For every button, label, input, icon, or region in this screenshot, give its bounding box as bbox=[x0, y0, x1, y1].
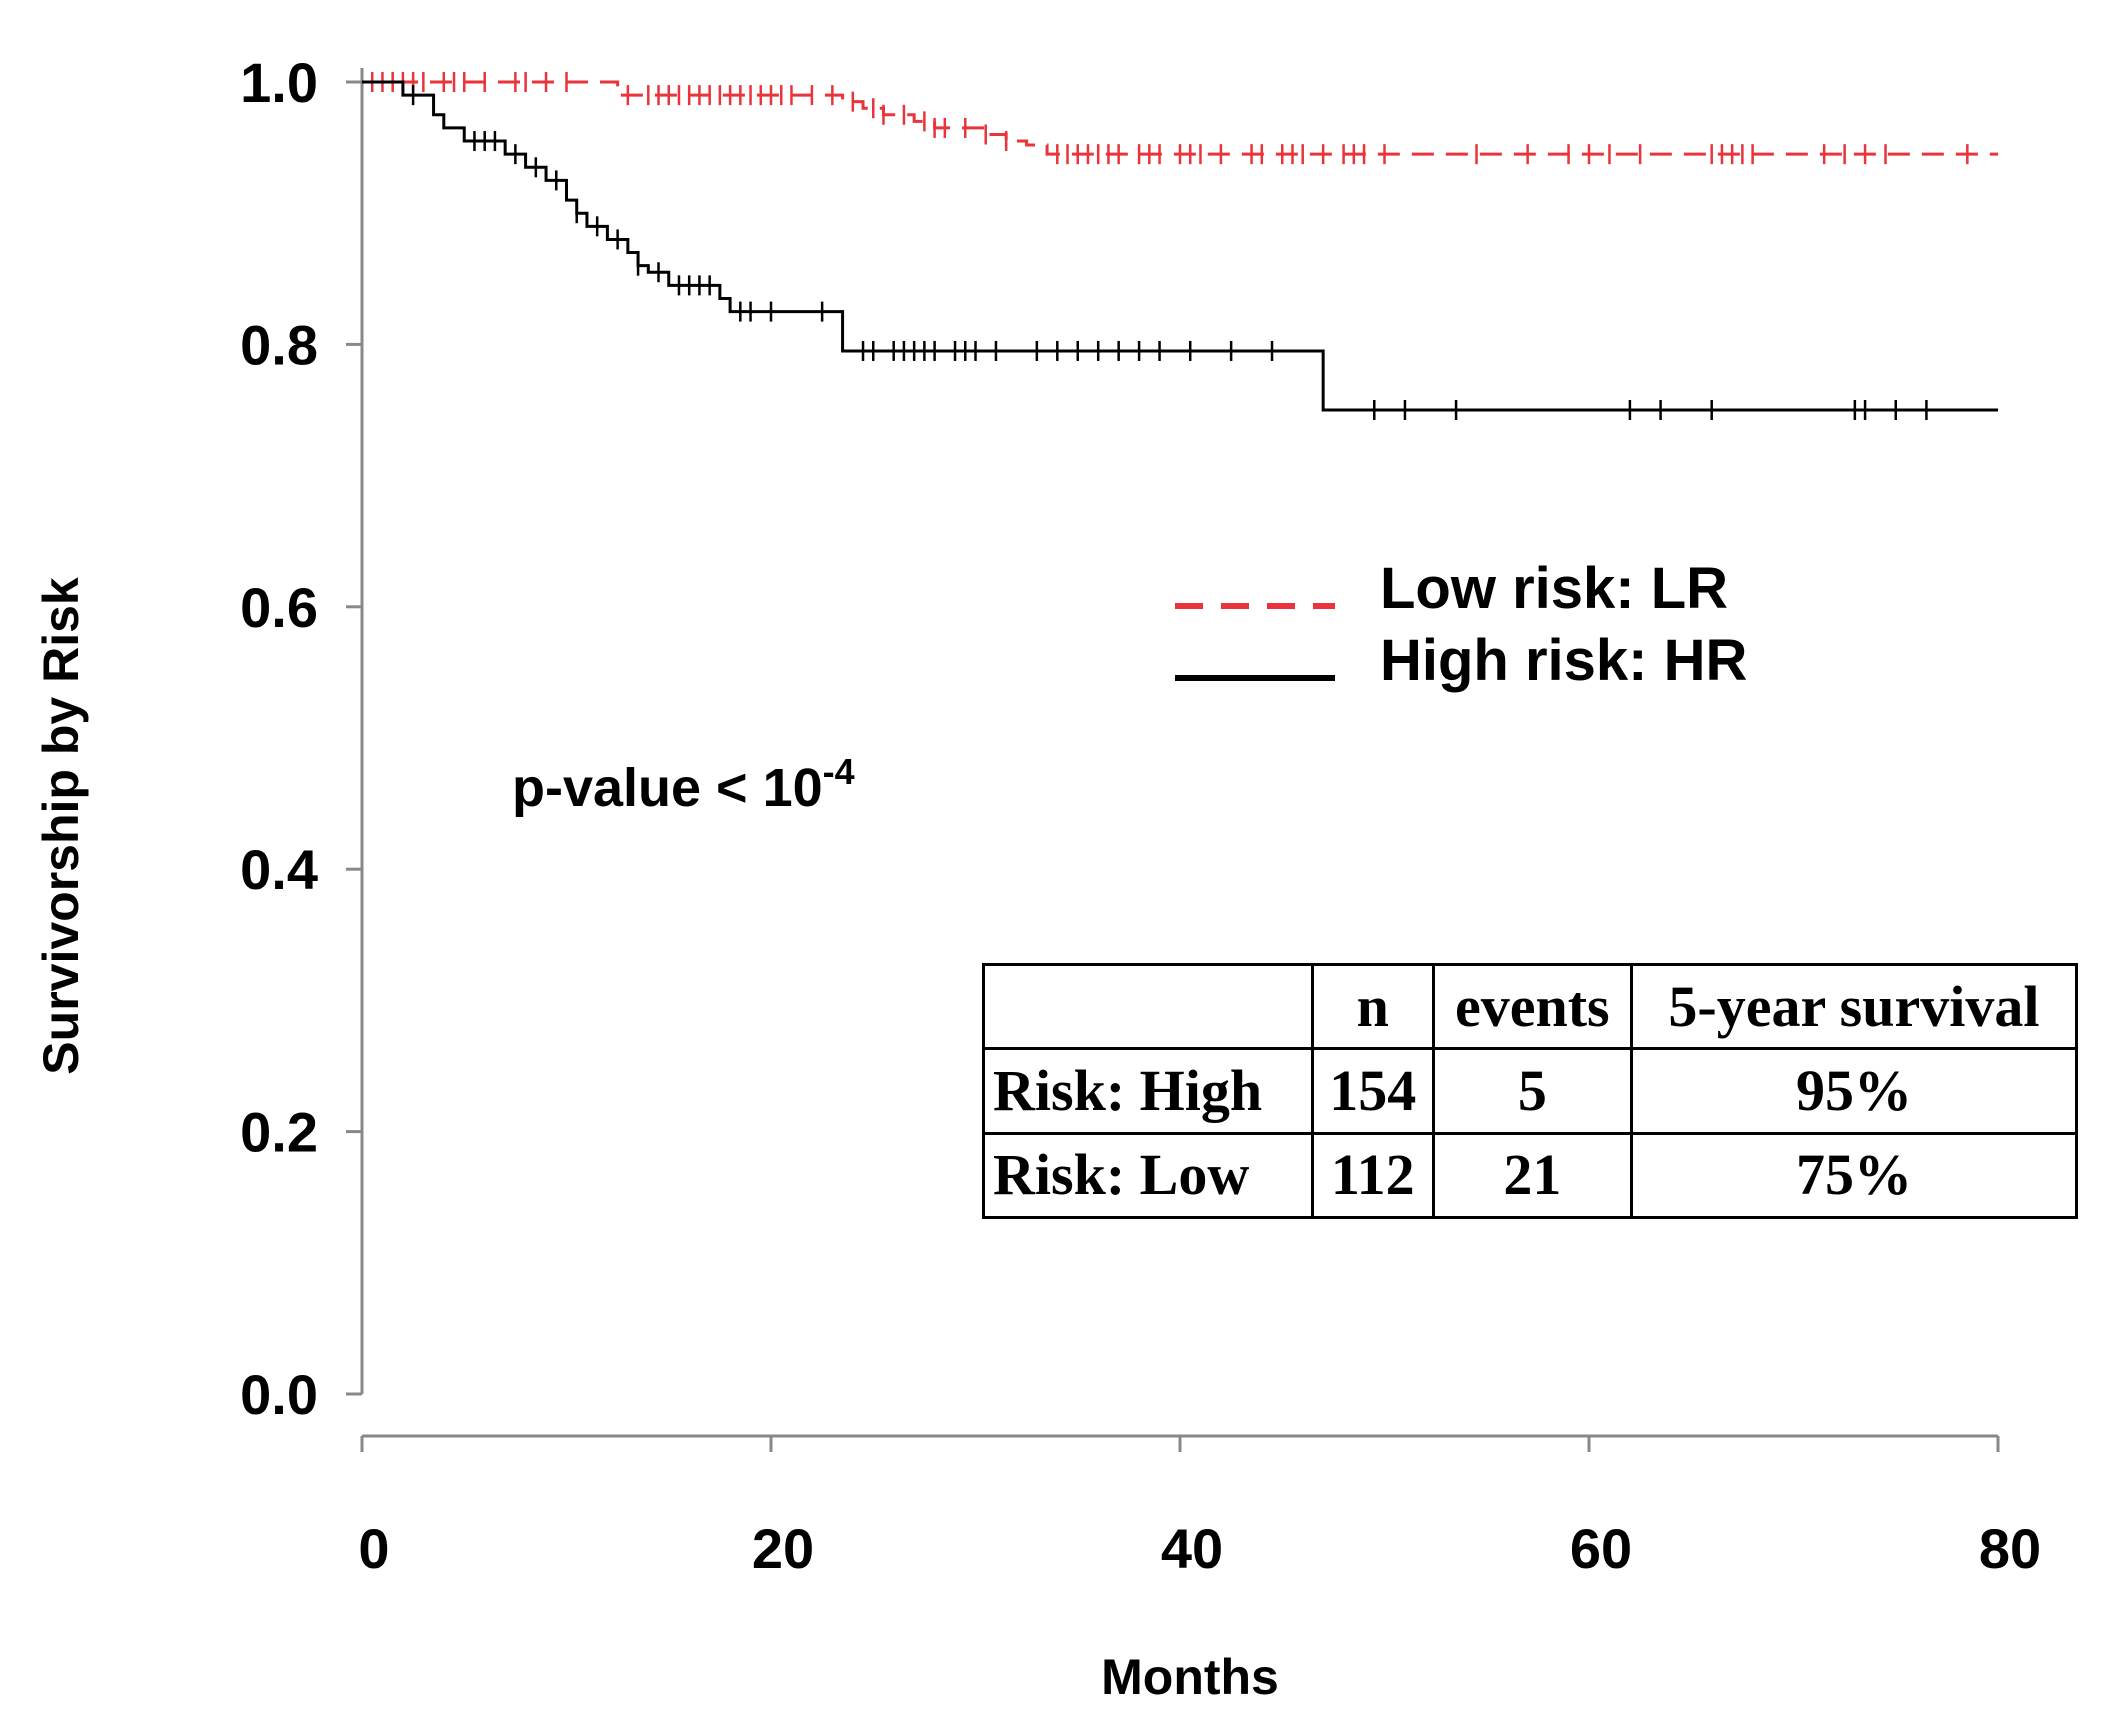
legend: Low risk: LR High risk: HR bbox=[1175, 556, 1747, 693]
y-tick-label: 0.0 bbox=[240, 1363, 318, 1426]
survival-curve-high-risk bbox=[362, 80, 1998, 412]
table-cell-survival: 95% bbox=[1629, 1047, 2079, 1135]
x-ticks: 0 20 40 60 80 bbox=[358, 1436, 2041, 1580]
p-value-exponent: -4 bbox=[823, 751, 855, 792]
table-cell-n: 112 bbox=[1310, 1131, 1435, 1220]
y-tick-label: 0.8 bbox=[240, 313, 318, 376]
axes: 0.0 0.2 0.4 0.6 0.8 1.0 0 20 40 60 80 bbox=[240, 51, 2041, 1580]
summary-table: n events 5-year survival Risk: High 154 … bbox=[982, 962, 2079, 1220]
table-header-cell: 5-year survival bbox=[1629, 962, 2079, 1051]
table-row-label: Risk: High bbox=[982, 1047, 1314, 1135]
y-tick-label: 1.0 bbox=[240, 51, 318, 114]
table-row-label: Risk: Low bbox=[982, 1131, 1314, 1220]
series-low-risk bbox=[362, 72, 1998, 165]
p-value-annotation: p-value < 10-4 bbox=[512, 751, 855, 818]
x-tick-label: 20 bbox=[752, 1517, 814, 1580]
table-cell-events: 5 bbox=[1431, 1047, 1633, 1135]
table-header-row: n events 5-year survival bbox=[982, 962, 2079, 1051]
table-header-cell: events bbox=[1431, 962, 1633, 1051]
series-high-risk bbox=[362, 80, 1998, 420]
legend-label-low-risk: Low risk: LR bbox=[1380, 556, 1728, 621]
x-axis-title: Months bbox=[1101, 1649, 1279, 1705]
table-header-cell bbox=[982, 962, 1314, 1051]
table-row: Risk: Low 112 21 75% bbox=[982, 1131, 2079, 1220]
survival-curve-low-risk bbox=[362, 80, 1998, 156]
table-cell-survival: 75% bbox=[1629, 1131, 2079, 1220]
y-ticks: 0.0 0.2 0.4 0.6 0.8 1.0 bbox=[240, 51, 362, 1426]
x-tick-label: 60 bbox=[1570, 1517, 1632, 1580]
series-layer bbox=[362, 72, 1998, 420]
y-tick-label: 0.4 bbox=[240, 838, 318, 901]
table-header-cell: n bbox=[1310, 962, 1435, 1051]
y-tick-label: 0.2 bbox=[240, 1101, 318, 1164]
y-tick-label: 0.6 bbox=[240, 576, 318, 639]
table-cell-n: 154 bbox=[1310, 1047, 1435, 1135]
legend-label-high-risk: High risk: HR bbox=[1380, 628, 1747, 693]
table-cell-events: 21 bbox=[1431, 1131, 1633, 1220]
table-row: Risk: High 154 5 95% bbox=[982, 1047, 2079, 1135]
x-tick-label: 0 bbox=[358, 1517, 389, 1580]
y-axis-title: Survivorship by Risk bbox=[33, 577, 89, 1075]
p-value-main: p-value < 10 bbox=[512, 758, 823, 818]
x-tick-label: 80 bbox=[1979, 1517, 2041, 1580]
x-tick-label: 40 bbox=[1161, 1517, 1223, 1580]
